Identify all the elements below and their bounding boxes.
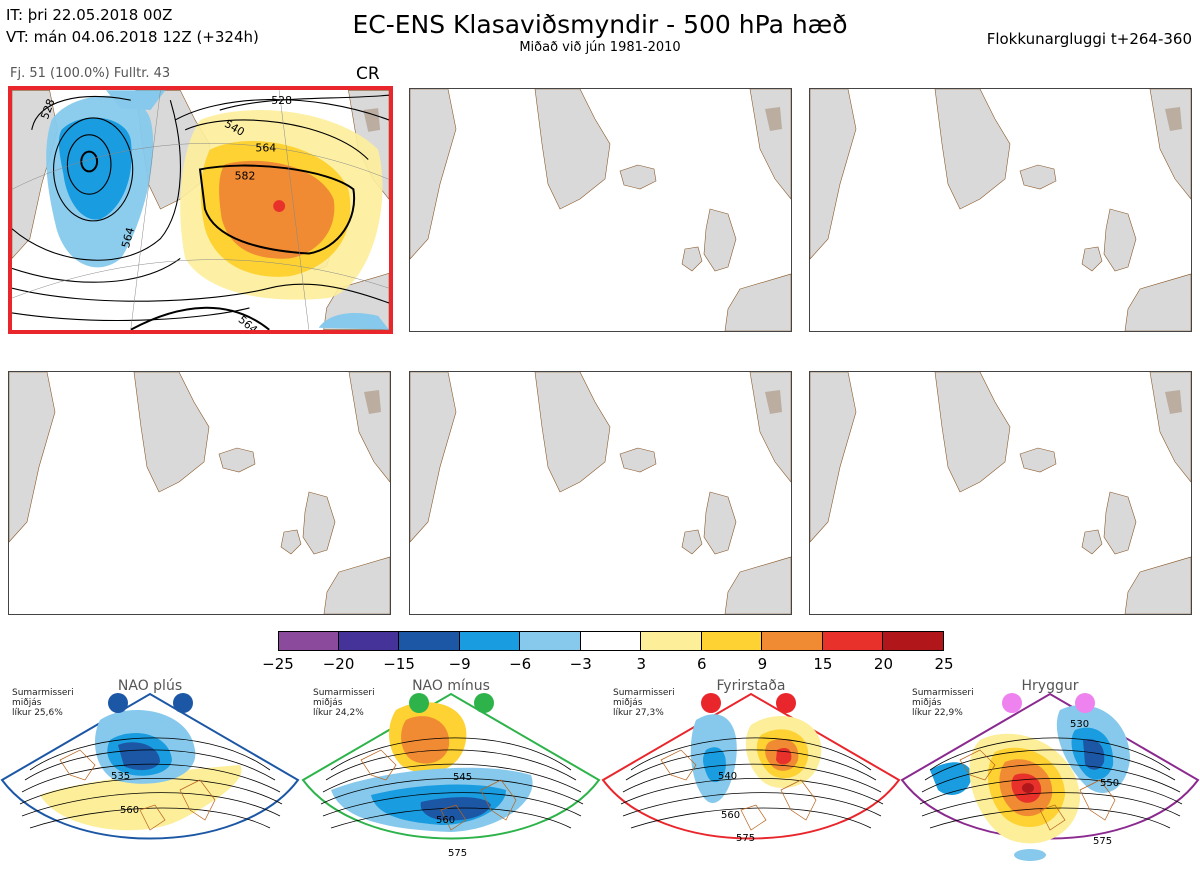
colorbar-tick-label: 6 [697, 655, 707, 673]
colorbar-frame [278, 631, 944, 651]
colorbar-cell [338, 631, 400, 651]
header-info: IT: þri 22.05.2018 00Z VT: mán 04.06.201… [6, 4, 259, 48]
regime-3-svg: 540 560 575 [601, 692, 901, 844]
colorbar-tick-label: −20 [322, 655, 355, 673]
colorbar-tick-label: −9 [448, 655, 471, 673]
contour-label: 564 [119, 226, 137, 249]
colorbar-tick-label: 25 [934, 655, 954, 673]
cluster-map-3[interactable] [809, 88, 1192, 332]
colorbar-cell [822, 631, 884, 651]
colorbar-cell [762, 631, 823, 651]
regime-2-svg: 545 560 575 [301, 692, 601, 859]
regime-season: Sumarmisseri [613, 688, 675, 698]
contour-label: 582 [235, 169, 256, 182]
regime-median: miðjás [313, 698, 343, 708]
contour-label: 564 [255, 142, 276, 155]
regime-contour-label: 560 [721, 810, 740, 821]
classification-window: Flokkunargluggi t+264-360 [986, 30, 1192, 48]
regime-nao-plus[interactable]: 535 560 NAO plús Sumarmisseri miðjás lík… [0, 678, 300, 871]
page-title: EC-ENS Klasaviðsmyndir - 500 hPa hæð [352, 10, 848, 39]
regime-season: Sumarmisseri [12, 688, 74, 698]
colorbar-tick-label: −3 [569, 655, 592, 673]
cluster-info: Fj. 51 (100.0%) Fulltr. 43 [10, 66, 171, 81]
cluster-map-2[interactable] [409, 88, 792, 332]
colorbar-tick-label: −25 [262, 655, 294, 673]
map-6-svg [810, 372, 1191, 614]
regime-contour-label: 530 [1070, 719, 1089, 730]
cluster-map-6[interactable] [809, 371, 1192, 615]
regime-title: NAO plús [117, 678, 183, 694]
regime-1-svg: 535 560 [0, 692, 300, 840]
regime-nao-minus[interactable]: 545 560 575 NAO mínus Sumarmisseri miðjá… [301, 678, 601, 871]
cluster-map-5[interactable] [409, 371, 792, 615]
regime-title: Hryggur [1021, 678, 1079, 694]
regime-note: Sumarmisseri miðjás líkur 27,3% [613, 688, 675, 718]
regime-probability: líkur 27,3% [613, 708, 664, 718]
valid-time: VT: mán 04.06.2018 12Z (+324h) [6, 28, 259, 46]
regime-note: Sumarmisseri miðjás líkur 24,2% [313, 688, 375, 718]
colorbar-tick-label: −6 [509, 655, 532, 673]
cluster-tag: CR [356, 64, 380, 84]
regime-median: miðjás [12, 698, 42, 708]
map-1-svg: 528 540 564 582 564 564 528 [12, 90, 389, 330]
regime-note: Sumarmisseri miðjás líkur 25,6% [12, 688, 74, 718]
colorbar-cell [641, 631, 702, 651]
colorbar-cell [459, 631, 521, 651]
regime-probability: líkur 24,2% [313, 708, 364, 718]
regime-contour-label: 575 [448, 848, 467, 859]
regime-note: Sumarmisseri miðjás líkur 22,9% [912, 688, 974, 718]
colorbar-tick-label: 20 [873, 655, 893, 673]
colorbar-cell [399, 631, 460, 651]
regime-median: miðjás [613, 698, 643, 708]
regime-4-svg: 530 550 575 [900, 692, 1200, 861]
colorbar-cell [701, 631, 763, 651]
colorbar-tick-label: 3 [636, 655, 647, 673]
regime-season: Sumarmisseri [912, 688, 974, 698]
regime-contour-label: 560 [436, 815, 455, 826]
regime-contour-label: 575 [1093, 836, 1112, 847]
map-3-svg [810, 89, 1191, 331]
colorbar-tick-label: 15 [813, 655, 833, 673]
regime-title: NAO mínus [412, 678, 490, 694]
map-4-svg [9, 372, 390, 614]
colorbar-tick-label: 9 [757, 655, 768, 673]
regime-title: Fyrirstaða [716, 678, 786, 694]
map-2-svg [410, 89, 791, 331]
regime-probability: líkur 22,9% [912, 708, 963, 718]
cluster-map-4[interactable] [8, 371, 391, 615]
colorbar-cell [278, 631, 339, 651]
regime-contour-label: 540 [718, 771, 737, 782]
regime-season: Sumarmisseri [313, 688, 375, 698]
regime-contour-label: 550 [1100, 778, 1119, 789]
colorbar-cell [520, 631, 581, 651]
regime-contour-label: 535 [111, 771, 130, 782]
contour-label: 528 [271, 94, 292, 107]
regime-ridge[interactable]: 530 550 575 Hryggur Sumarmisseri miðjás … [900, 678, 1200, 871]
regime-median: miðjás [912, 698, 942, 708]
regime-contour-label: 545 [453, 772, 472, 783]
regime-contour-label: 560 [120, 805, 139, 816]
colorbar-cell [580, 631, 642, 651]
map-5-svg [410, 372, 791, 614]
regime-probability: líkur 25,6% [12, 708, 63, 718]
cluster-map-1[interactable]: 528 540 564 582 564 564 528 [8, 86, 393, 334]
regime-blocking[interactable]: 540 560 575 Fyrirstaða Sumarmisseri miðj… [601, 678, 901, 871]
colorbar-tick-label: −15 [383, 655, 415, 673]
regime-contour-label: 575 [736, 833, 755, 844]
page-subtitle: Miðað við jún 1981-2010 [519, 40, 681, 55]
issue-time: IT: þri 22.05.2018 00Z [6, 6, 173, 24]
colorbar: −25 −20 −15 −9 −6 −3 3 6 9 15 20 25 [262, 631, 954, 679]
